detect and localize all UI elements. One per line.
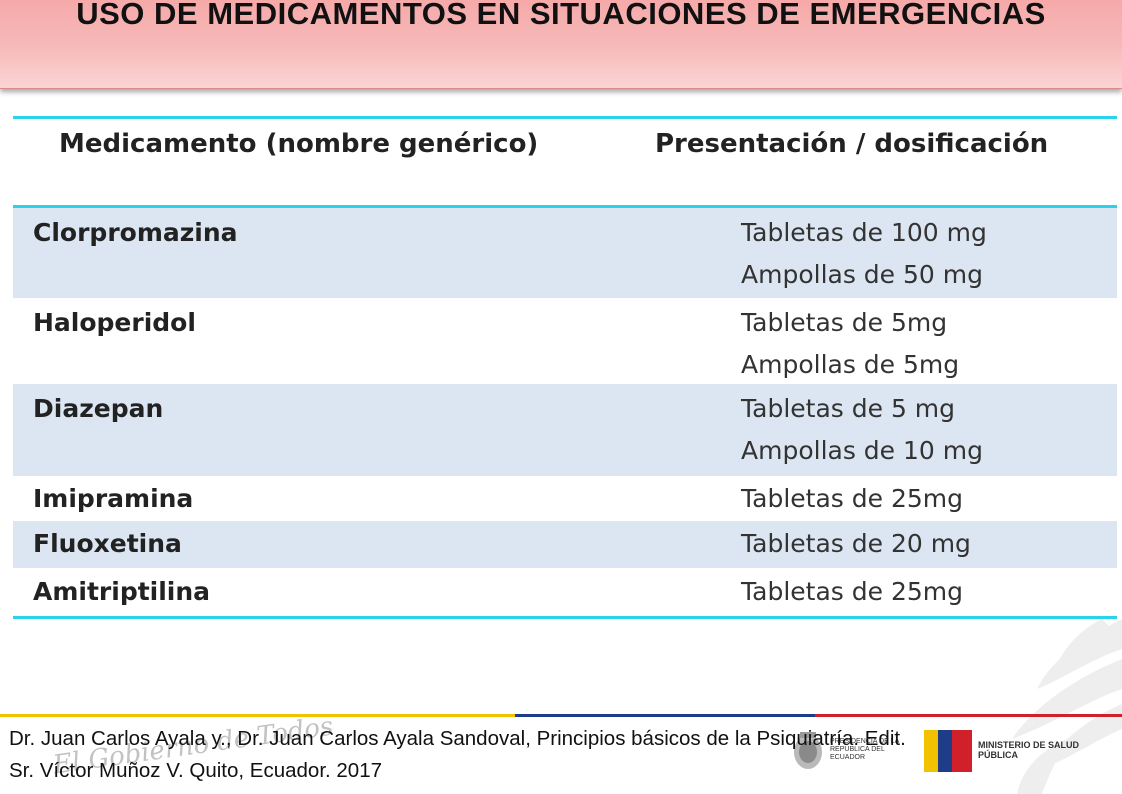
coat-of-arms-icon [794,732,822,769]
header-medicamento: Medicamento (nombre genérico) [59,129,539,159]
ministerio-logo: MINISTERIO DE SALUD PÚBLICA [924,728,1089,774]
table-row: Fluoxetina Tabletas de 20 mg [13,521,1117,568]
title-banner: USO DE MEDICAMENTOS EN SITUACIONES DE EM… [0,0,1122,89]
table-row: Clorpromazina Tabletas de 100 mg Ampolla… [13,208,1117,298]
citation-line-1: Dr. Juan Carlos Ayala y., Dr. Juan Carlo… [9,727,906,750]
presidencia-logo: PRESIDENCIA DE LA REPÚBLICA DEL ECUADOR [790,728,910,774]
dose-cell: Tabletas de 5mg Ampollas de 5mg [741,302,959,386]
dose-cell: Tabletas de 25mg [741,478,963,520]
decorative-swirl-pattern [1012,619,1122,794]
header-presentacion: Presentación / dosificación [655,129,1049,159]
dose-line: Tabletas de 5mg [741,308,948,337]
dose-line: Tabletas de 25mg [741,577,963,606]
dose-line: Tabletas de 100 mg [741,218,987,247]
citation-line-2: Sr. Víctor Muñoz V. Quito, Ecuador. 2017 [9,759,383,782]
table-bottom-rule [13,616,1117,619]
msp-emblem-icon [924,730,972,772]
dose-line: Tabletas de 25mg [741,484,963,513]
drug-name: Clorpromazina [33,218,238,247]
presidencia-label: PRESIDENCIA DE LA REPÚBLICA DEL ECUADOR [830,738,899,761]
table-row: Imipramina Tabletas de 25mg [13,476,1117,521]
flag-stripe-red [815,714,1122,717]
dose-line: Tabletas de 5 mg [741,394,956,423]
dose-cell: Tabletas de 25mg [741,571,963,613]
drug-name: Amitriptilina [33,577,211,606]
table-row: Diazepan Tabletas de 5 mg Ampollas de 10… [13,384,1117,476]
dose-line: Ampollas de 10 mg [741,436,983,465]
table-header-row: Medicamento (nombre genérico) Presentaci… [13,119,1117,205]
dose-cell: Tabletas de 5 mg Ampollas de 10 mg [741,388,983,472]
dose-line: Ampollas de 5mg [741,350,960,379]
table-row: Haloperidol Tabletas de 5mg Ampollas de … [13,298,1117,384]
dose-cell: Tabletas de 100 mg Ampollas de 50 mg [741,212,987,296]
drug-name: Fluoxetina [33,529,182,558]
dose-line: Ampollas de 50 mg [741,260,983,289]
slide-title: USO DE MEDICAMENTOS EN SITUACIONES DE EM… [76,0,1046,31]
drug-name: Haloperidol [33,308,196,337]
drug-name: Diazepan [33,394,164,423]
drug-name: Imipramina [33,484,194,513]
table-top-rule [13,116,1117,119]
table-row: Amitriptilina Tabletas de 25mg [13,568,1117,616]
dose-line: Tabletas de 20 mg [741,529,971,558]
flag-stripe-blue [515,714,815,717]
citation: Dr. Juan Carlos Ayala y., Dr. Juan Carlo… [9,723,1109,787]
dose-cell: Tabletas de 20 mg [741,523,971,565]
ministerio-label: MINISTERIO DE SALUD PÚBLICA [978,740,1080,760]
table-header-rule [13,205,1117,208]
flag-stripe-yellow [0,714,515,717]
